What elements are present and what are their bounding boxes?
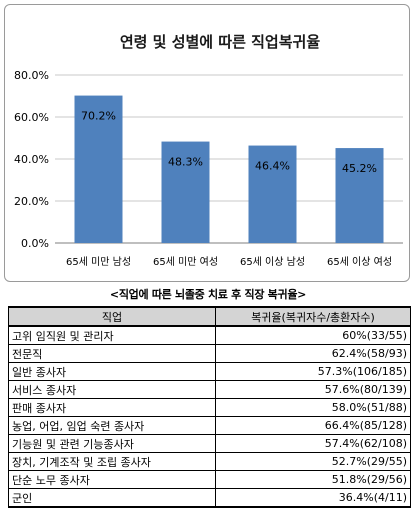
rate-cell: 51.8%(29/56): [215, 470, 411, 489]
job-cell: 고위 임직원 및 관리자: [8, 325, 216, 345]
rate-cell: 36.4%(4/11): [215, 488, 411, 508]
table-row: 서비스 종사자 57.6%(80/139): [8, 380, 411, 399]
x-tick-label: 65세 미만 남성: [66, 256, 131, 268]
rate-cell: 60%(33/55): [215, 325, 411, 345]
y-tick-label: 60.0%: [14, 111, 49, 124]
column-header-job: 직업: [8, 306, 216, 327]
rate-cell: 66.4%(85/128): [215, 416, 411, 435]
bar: [248, 145, 297, 243]
table-header-row: 직업 복귀율(복귀자수/총환자수): [8, 306, 411, 327]
rate-cell: 52.7%(29/55): [215, 452, 411, 471]
rate-cell: 62.4%(58/93): [215, 344, 411, 363]
y-tick-label: 40.0%: [14, 153, 49, 166]
table-row: 전문직 62.4%(58/93): [8, 344, 411, 363]
bar: [161, 141, 210, 243]
rate-cell: 57.3%(106/185): [215, 362, 411, 381]
table-row: 일반 종사자 57.3%(106/185): [8, 362, 411, 381]
job-cell: 전문직: [8, 344, 216, 363]
bar-chart: 연령 및 성별에 따른 직업복귀율 0.0% 20.0% 40.0% 60.0% 80.…: [14, 33, 403, 268]
table-row: 군인 36.4%(4/11): [8, 488, 411, 508]
table-row: 농업, 어업, 임업 숙련 종사자 66.4%(85/128): [8, 416, 411, 435]
job-cell: 일반 종사자: [8, 362, 216, 381]
rate-cell: 57.4%(62/108): [215, 434, 411, 453]
table-row: 고위 임직원 및 관리자 60%(33/55): [8, 325, 411, 345]
job-cell: 군인: [8, 488, 216, 508]
y-tick-label: 80.0%: [14, 69, 49, 82]
rate-cell: 58.0%(51/88): [215, 398, 411, 417]
job-cell: 판매 종사자: [8, 398, 216, 417]
chart-panel: 연령 및 성별에 따른 직업복귀율 0.0% 20.0% 40.0% 60.0% 80.…: [4, 4, 410, 282]
job-cell: 장치, 기계조작 및 조립 종사자: [8, 452, 216, 471]
job-cell: 기능원 및 관련 기능종사자: [8, 434, 216, 453]
table-caption: <직업에 따른 뇌졸중 치료 후 직장 복귀율>: [109, 288, 307, 301]
y-tick-label: 20.0%: [14, 195, 49, 208]
bar: [335, 148, 384, 243]
rate-cell: 57.6%(80/139): [215, 380, 411, 399]
bar: [74, 95, 123, 243]
x-tick-label: 65세 이상 남성: [240, 256, 305, 268]
table-row: 단순 노무 종사자 51.8%(29/56): [8, 470, 411, 489]
chart-title: 연령 및 성별에 따른 직업복귀율: [120, 33, 320, 51]
table-row: 장치, 기계조작 및 조립 종사자 52.7%(29/55): [8, 452, 411, 471]
data-label: 70.2%: [81, 110, 116, 123]
table-row: 기능원 및 관련 기능종사자 57.4%(62/108): [8, 434, 411, 453]
job-cell: 단순 노무 종사자: [8, 470, 216, 489]
job-cell: 농업, 어업, 임업 숙련 종사자: [8, 416, 216, 435]
data-label: 45.2%: [342, 162, 377, 175]
return-rate-table: 직업 복귀율(복귀자수/총환자수) 고위 임직원 및 관리자 60%(33/55)…: [8, 306, 411, 508]
table-row: 판매 종사자 58.0%(51/88): [8, 398, 411, 417]
data-label: 48.3%: [168, 156, 203, 169]
x-tick-label: 65세 이상 여성: [327, 256, 392, 268]
y-tick-label: 0.0%: [21, 237, 49, 250]
job-cell: 서비스 종사자: [8, 380, 216, 399]
data-label: 46.4%: [255, 160, 290, 173]
x-tick-label: 65세 미만 여성: [153, 256, 218, 268]
column-header-rate: 복귀율(복귀자수/총환자수): [215, 306, 411, 327]
